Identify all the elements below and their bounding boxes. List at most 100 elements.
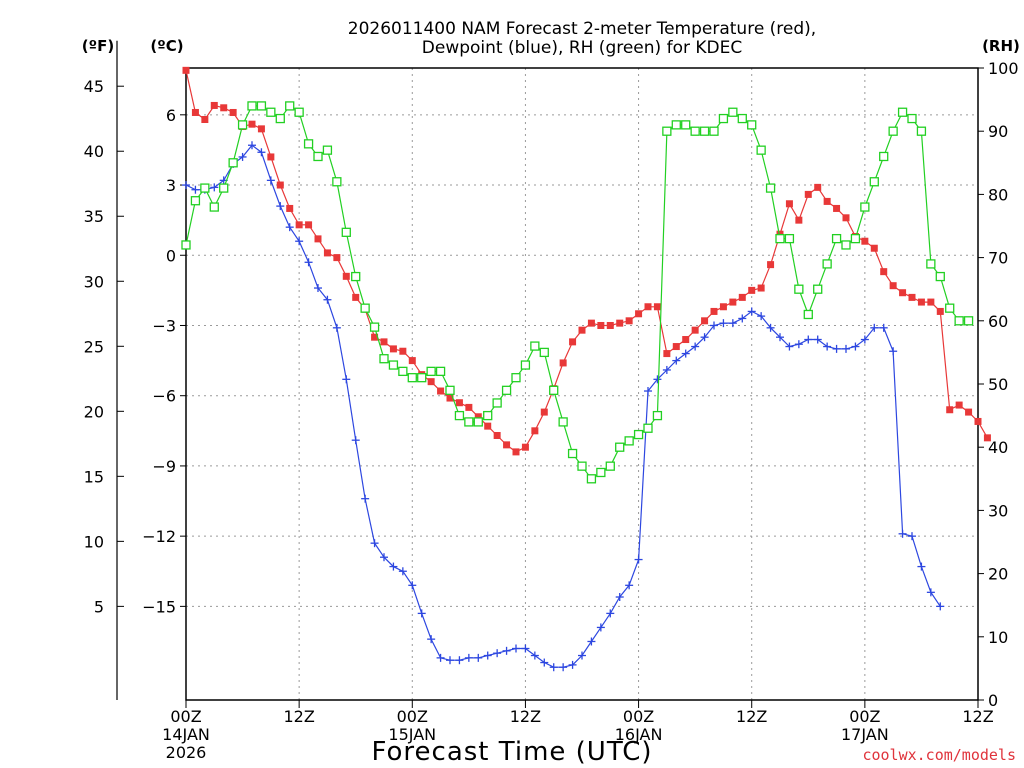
rh-tick-label: 40 (988, 438, 1008, 457)
temperature-point (248, 120, 256, 128)
temperature-point (578, 326, 586, 334)
x-tick-year-label: 2026 (166, 743, 207, 762)
dewpoint-point (304, 258, 313, 267)
rh-tick-label: 100 (988, 59, 1019, 78)
temperature-point (314, 235, 322, 243)
dewpoint-point (615, 593, 624, 602)
temperature-point (701, 317, 709, 325)
rh-point (643, 423, 653, 433)
dewpoint-point (832, 344, 841, 353)
series-line-rh (185, 105, 969, 480)
series-dewpoint (182, 141, 945, 672)
rh-point (596, 467, 606, 478)
rh-point (294, 107, 304, 117)
dewpoint-point (549, 663, 558, 672)
celsius-tick-label: −12 (142, 527, 176, 546)
fahrenheit-tick-label: 20 (84, 402, 104, 421)
dewpoint-point (823, 342, 832, 351)
rh-point (228, 158, 238, 168)
dewpoint-point (521, 644, 530, 653)
rh-point (803, 309, 813, 320)
temperature-point (644, 303, 652, 311)
dewpoint-point (370, 539, 379, 548)
temperature-point (616, 319, 624, 327)
fahrenheit-axis: 5 10 15 20 25 30 35 40 45 (84, 40, 124, 700)
temperature-point (229, 108, 237, 116)
rh-point (869, 177, 879, 187)
temperature-point (474, 413, 482, 421)
series-temperature (182, 66, 991, 456)
rh-point (539, 347, 549, 358)
temperature-point (795, 216, 803, 224)
temperature-point (635, 310, 643, 318)
dewpoint-point (351, 436, 360, 445)
temperature-point (691, 326, 699, 334)
dewpoint-point (266, 176, 275, 185)
celsius-tick-label: −15 (142, 597, 176, 616)
rh-point (888, 126, 898, 136)
temperature-point (257, 125, 265, 133)
rh-point (718, 113, 729, 124)
temperature-point (521, 443, 529, 451)
temperature-point (625, 317, 633, 325)
rh-point (558, 417, 568, 427)
fahrenheit-tick-label: 30 (84, 272, 104, 291)
dewpoint-point (766, 323, 775, 332)
rh-point (435, 366, 446, 377)
rh-point (417, 373, 427, 383)
rh-point (530, 341, 540, 351)
rh-tick-label: 10 (988, 628, 1008, 647)
dewpoint-point (276, 202, 285, 211)
rh-point (775, 233, 785, 244)
rh-point (369, 322, 380, 332)
celsius-tick-label: 3 (166, 176, 176, 195)
dewpoint-point (747, 307, 756, 316)
dewpoint-point (568, 660, 577, 669)
temperature-point (493, 431, 501, 439)
rh-point (190, 196, 201, 206)
temperature-point (955, 401, 963, 409)
rh-point (813, 284, 823, 294)
dewpoint-point (842, 344, 850, 353)
fahrenheit-tick-label: 45 (84, 77, 104, 96)
celsius-tick-label: −6 (152, 387, 176, 406)
dewpoint-point (691, 342, 700, 351)
temperature-point (437, 387, 445, 395)
dewpoint-point (813, 335, 822, 344)
temperature-point (295, 221, 303, 229)
dewpoint-point (719, 319, 728, 328)
rh-point (784, 233, 795, 244)
rh-point (954, 316, 964, 326)
temperature-point (672, 343, 680, 351)
rh-point (728, 107, 738, 117)
temperature-point (182, 66, 190, 74)
temperature-point (427, 378, 435, 386)
dewpoint-point (860, 335, 869, 344)
temperature-point (455, 399, 463, 407)
temperature-point (446, 394, 454, 402)
temperature-point (908, 293, 916, 301)
dewpoint-point (361, 494, 370, 503)
dewpoint-point (785, 342, 794, 351)
dewpoint-point (870, 323, 879, 332)
dewpoint-point (455, 656, 464, 665)
fahrenheit-tick-label: 40 (84, 142, 104, 161)
dewpoint-point (898, 529, 907, 538)
dewpoint-point (540, 658, 549, 667)
rh-point (926, 259, 936, 269)
rh-tick-label: 20 (988, 565, 1008, 584)
dewpoint-point (596, 623, 605, 632)
x-tick-label: 12Z (283, 707, 314, 726)
rh-point (341, 227, 351, 237)
dewpoint-point (257, 148, 266, 157)
fahrenheit-tick-label: 15 (84, 467, 104, 486)
dewpoint-point (700, 333, 709, 342)
temperature-point (653, 303, 661, 311)
rh-point (567, 448, 578, 459)
dewpoint-point (483, 651, 492, 660)
rh-point (860, 202, 870, 212)
dewpoint-point (851, 342, 860, 351)
series-line-temperature (185, 70, 988, 453)
temperature-point (889, 282, 897, 290)
